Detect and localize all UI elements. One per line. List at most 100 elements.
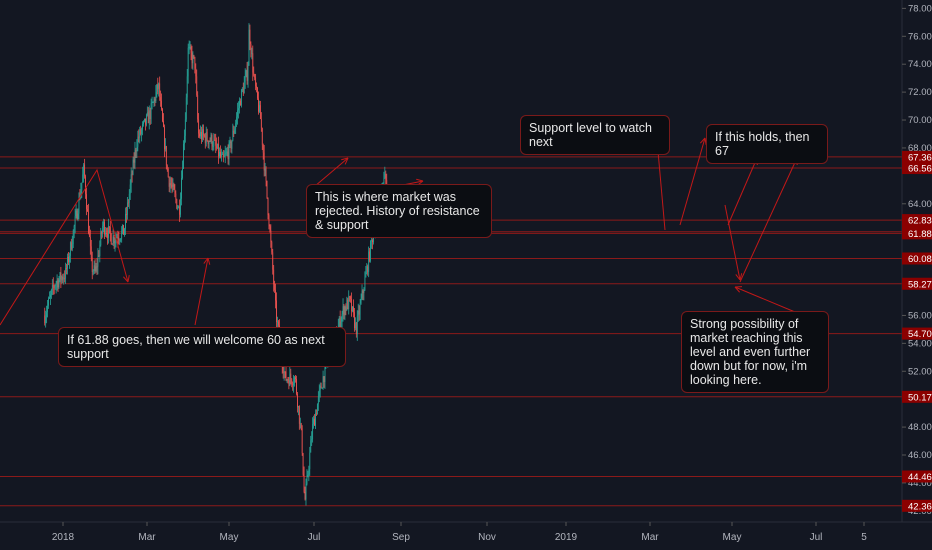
candle-body bbox=[324, 364, 326, 383]
candle-body bbox=[232, 130, 234, 141]
candle-body bbox=[300, 423, 302, 429]
candle-body bbox=[297, 393, 298, 408]
candle-body bbox=[314, 418, 315, 426]
candle-body bbox=[284, 371, 286, 373]
candle-body bbox=[170, 183, 172, 186]
candle-body bbox=[52, 284, 54, 288]
candle-body bbox=[131, 174, 133, 176]
candle-body bbox=[355, 322, 357, 335]
candle-body bbox=[259, 105, 261, 119]
candle-body bbox=[339, 318, 341, 329]
price-level-label-bg bbox=[902, 227, 932, 240]
candle-body bbox=[343, 306, 345, 316]
candle-body bbox=[74, 216, 76, 226]
candle-body bbox=[223, 156, 225, 158]
candle-body bbox=[307, 474, 309, 476]
candle-body bbox=[205, 132, 207, 144]
candle-body bbox=[354, 312, 355, 329]
candle-body bbox=[348, 296, 350, 309]
candle-body bbox=[127, 202, 129, 204]
candle-body bbox=[116, 237, 118, 239]
candle-body bbox=[118, 239, 120, 241]
candle-body bbox=[158, 83, 160, 89]
candle-body bbox=[365, 272, 367, 278]
arrow-head bbox=[203, 257, 209, 264]
candle-body bbox=[181, 178, 182, 199]
candle-body bbox=[364, 277, 366, 291]
candle-body bbox=[261, 128, 263, 145]
candle-body bbox=[368, 251, 370, 272]
x-tick-label: May bbox=[220, 532, 239, 543]
price-level-label: 42.36 bbox=[908, 501, 932, 512]
candle-body bbox=[93, 265, 95, 272]
time-axis: 2018 Mar May Jul Sep Nov 2019 Mar May Jul 5 bbox=[0, 521, 932, 550]
candle-body bbox=[347, 299, 349, 309]
time-axis-background bbox=[0, 522, 932, 550]
candle-body bbox=[144, 118, 145, 122]
y-tick-label: 52.00 bbox=[908, 366, 932, 377]
x-tick-label: Jul bbox=[810, 532, 823, 543]
candle-body bbox=[105, 233, 106, 235]
candle-body bbox=[154, 98, 156, 101]
candle-body bbox=[50, 294, 51, 298]
candle-body bbox=[140, 129, 142, 134]
candle-body bbox=[60, 272, 62, 281]
y-tick-label: 56.00 bbox=[908, 310, 932, 321]
candle-body bbox=[78, 196, 80, 214]
candle-body bbox=[85, 176, 86, 195]
candle-body bbox=[114, 241, 116, 244]
candle-body bbox=[311, 439, 313, 441]
candle-body bbox=[358, 310, 360, 315]
y-tick-label: 44.00 bbox=[908, 478, 932, 489]
candle-body bbox=[117, 237, 119, 240]
candle-body bbox=[371, 240, 372, 242]
candle-body bbox=[385, 174, 387, 180]
candle-body bbox=[221, 154, 222, 157]
x-tick-label: 2018 bbox=[52, 532, 75, 543]
candle-body bbox=[67, 256, 68, 269]
candle-body bbox=[156, 84, 158, 92]
candle-body bbox=[174, 189, 176, 194]
candle-body bbox=[254, 75, 256, 78]
candle-body bbox=[103, 221, 105, 227]
candle-body bbox=[266, 180, 268, 198]
candle-body bbox=[104, 221, 105, 235]
y-tick-label: 70.00 bbox=[908, 115, 932, 126]
candle-body bbox=[111, 244, 113, 245]
candle-body bbox=[73, 225, 75, 231]
candle-body bbox=[240, 89, 242, 106]
candle-body bbox=[255, 77, 257, 87]
price-level-label-bg bbox=[902, 470, 932, 483]
candle-body bbox=[297, 406, 299, 408]
candle-body bbox=[237, 110, 238, 117]
candle-body bbox=[209, 141, 211, 142]
candle-body bbox=[304, 491, 306, 500]
candle-body bbox=[208, 141, 210, 145]
candle-body bbox=[341, 314, 343, 322]
candle-body bbox=[252, 53, 254, 73]
arrow-head bbox=[699, 137, 706, 144]
candle-body bbox=[272, 252, 274, 270]
candle-body bbox=[84, 164, 86, 177]
candle-body bbox=[46, 312, 48, 317]
candle-body bbox=[221, 154, 223, 156]
candle-body bbox=[47, 305, 48, 313]
candle-body bbox=[68, 256, 69, 263]
candle-body bbox=[202, 129, 204, 135]
candle-body bbox=[193, 55, 195, 57]
candle-body bbox=[155, 91, 157, 101]
candle-body bbox=[240, 100, 241, 106]
candle-body bbox=[357, 310, 359, 316]
candle-body bbox=[256, 86, 257, 88]
candle-body bbox=[143, 121, 144, 125]
candle-body bbox=[299, 423, 301, 425]
y-tick-label: 72.00 bbox=[908, 87, 932, 98]
axis-background bbox=[902, 0, 932, 550]
candle-body bbox=[86, 194, 87, 210]
candle-body bbox=[58, 279, 60, 288]
candle-body bbox=[308, 469, 310, 475]
candle-body bbox=[370, 240, 371, 261]
candle-body bbox=[99, 245, 101, 256]
candle-body bbox=[277, 321, 278, 323]
candle-body bbox=[112, 236, 114, 245]
